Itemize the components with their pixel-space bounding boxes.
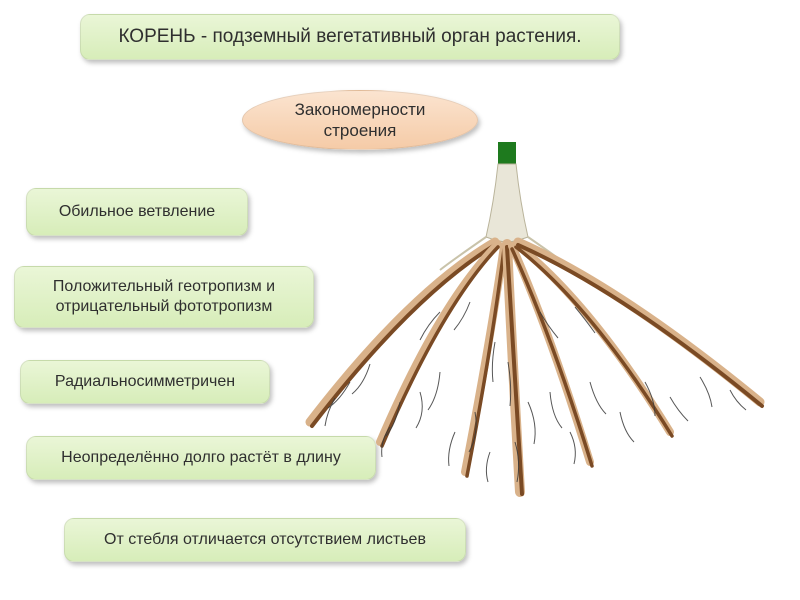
feature-box: Радиальносимметричен — [20, 360, 270, 404]
feature-box: От стебля отличается отсутствием листьев — [64, 518, 466, 562]
root-svg — [290, 142, 790, 512]
feature-label: От стебля отличается отсутствием листьев — [104, 530, 426, 550]
title-text: КОРЕНЬ - подземный вегетативный орган ра… — [118, 25, 581, 49]
feature-box: Положительный геотропизм и отрицательный… — [14, 266, 314, 328]
root-illustration — [290, 142, 790, 512]
diagram-stage: КОРЕНЬ - подземный вегетативный орган ра… — [0, 0, 800, 600]
feature-box: Обильное ветвление — [26, 188, 248, 236]
feature-label: Радиальносимметричен — [55, 372, 235, 392]
subtitle-oval: Закономерностистроения — [242, 90, 478, 150]
feature-label: Положительный геотропизм и отрицательный… — [25, 277, 303, 317]
title-box: КОРЕНЬ - подземный вегетативный орган ра… — [80, 14, 620, 60]
subtitle-text: Закономерностистроения — [295, 99, 426, 142]
feature-label: Обильное ветвление — [59, 202, 215, 222]
